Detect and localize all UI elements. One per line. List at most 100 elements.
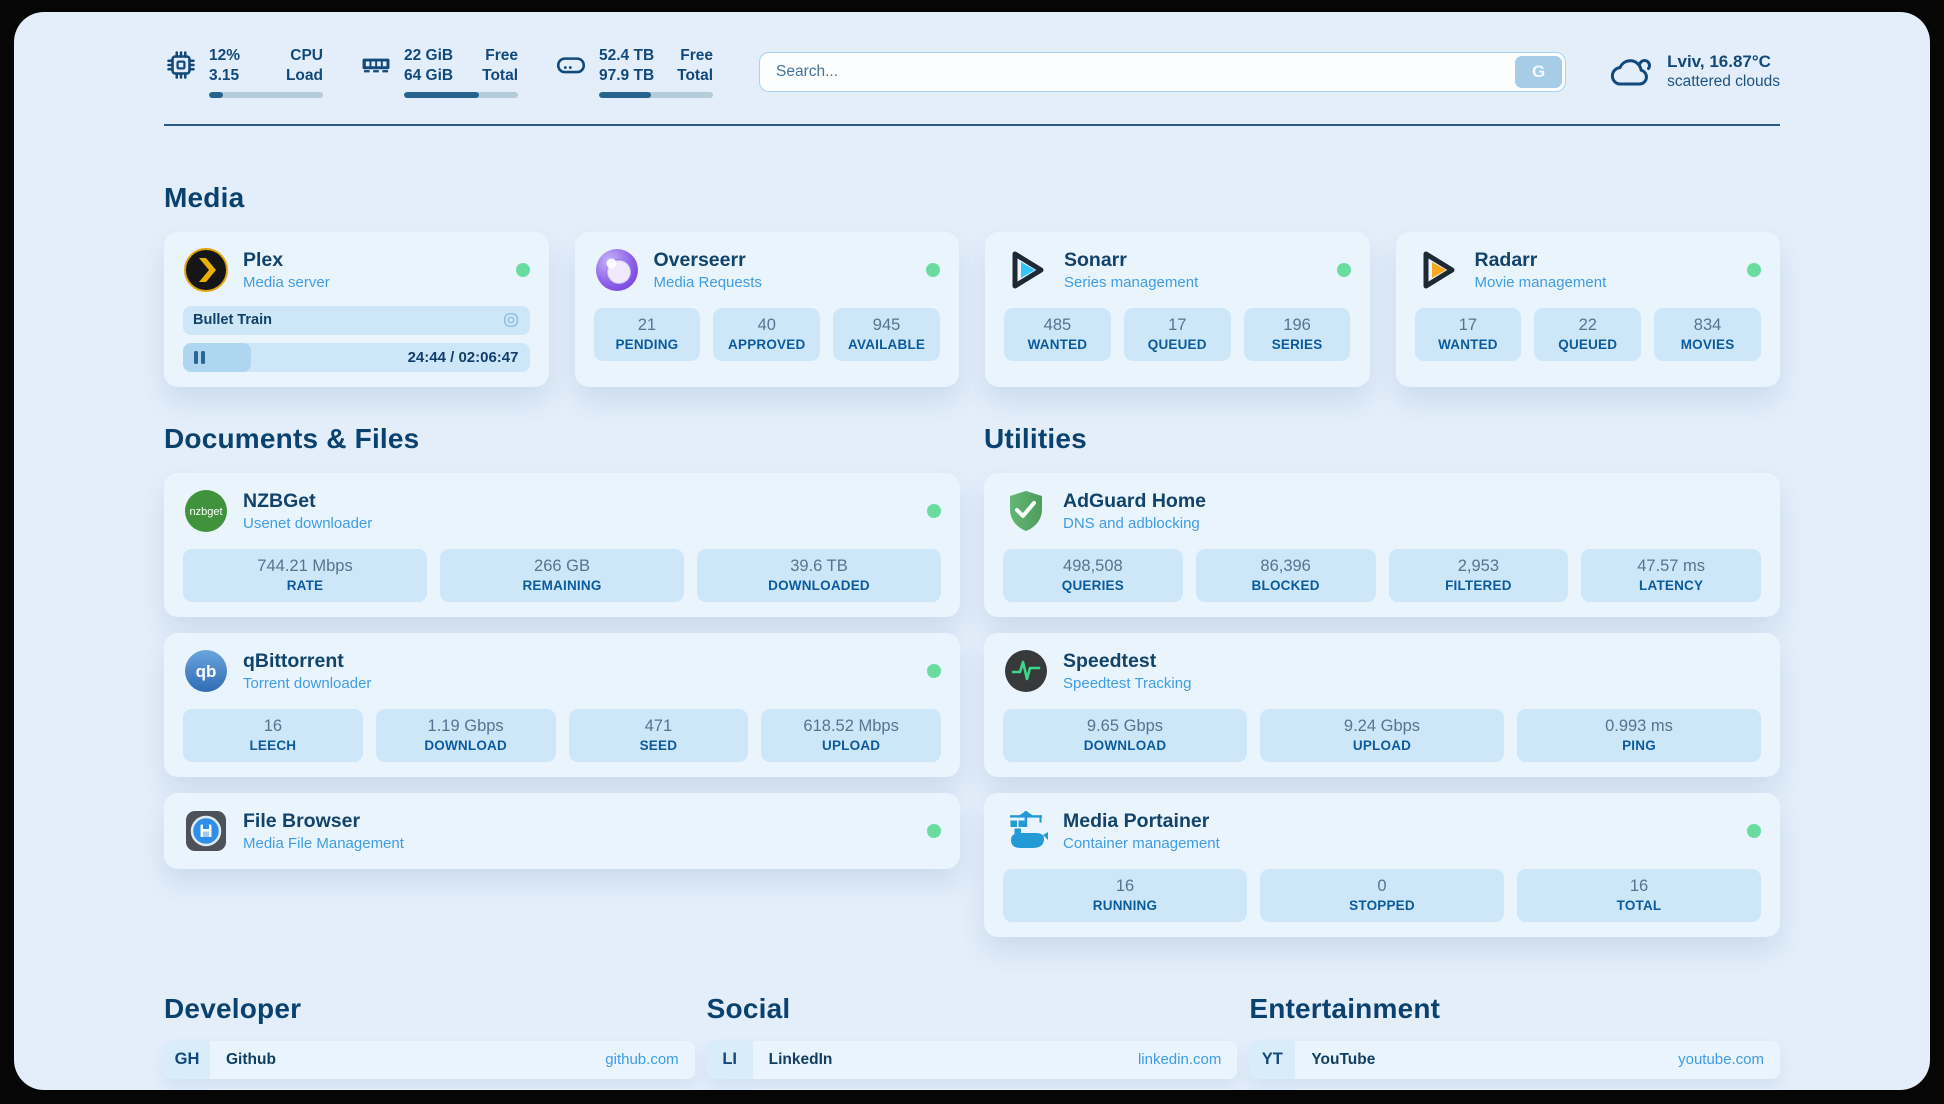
stat-filtered: 2,953 FILTERED <box>1388 548 1569 602</box>
bookmark-twitter[interactable]: TW Twitter twitter.com <box>706 1088 1238 1090</box>
filebrowser-icon <box>183 808 229 854</box>
app-card-qbittorrent[interactable]: qb qBittorrent Torrent downloader 16 LEEC… <box>164 632 960 777</box>
utilities-column: Utilities AdGuard Home DNS and adblockin… <box>984 387 1780 953</box>
app-subtitle: Movie management <box>1474 273 1607 291</box>
app-name: Media Portainer <box>1063 809 1210 832</box>
stat-label: BLOCKED <box>1251 577 1320 593</box>
stat-label: SEED <box>639 737 678 753</box>
app-name: NZBGet <box>243 489 316 512</box>
app-card-radarr[interactable]: Radarr Movie management 17 WANTED 22 QUEUE… <box>1395 231 1780 387</box>
app-card-sonarr[interactable]: Sonarr Series management 485 WANTED 17 QUE… <box>985 231 1370 387</box>
dashboard: 12% CPU 3.15 Load 22 GiB Free 64 GiB T <box>14 12 1930 1090</box>
status-dot <box>927 503 941 518</box>
sonarr-icon <box>1004 247 1050 293</box>
app-name: File Browser <box>243 809 361 832</box>
bookmark-name: LinkedIn <box>768 1050 833 1068</box>
stat-label: WANTED <box>1438 336 1498 352</box>
stat-value: 16 <box>263 716 283 735</box>
disk-free: 52.4 TB <box>599 47 655 64</box>
app-card-adguard[interactable]: AdGuard Home DNS and adblocking 498,508 Q… <box>984 472 1780 617</box>
app-subtitle: Media File Management <box>243 834 404 852</box>
app-card-overseerr[interactable]: Overseerr Media Requests 21 PENDING 40 APP… <box>574 231 959 387</box>
bookmark-abbr: TW <box>706 1088 753 1090</box>
disk-total: 97.9 TB <box>599 67 655 85</box>
disk-monitor: 52.4 TB Free 97.9 TB Total <box>554 46 713 98</box>
stat-label: LATENCY <box>1639 577 1704 593</box>
stat-value: 485 <box>1043 315 1072 334</box>
nzbget-icon: nzbget <box>183 488 229 534</box>
app-subtitle: Media server <box>243 273 330 291</box>
stat-label: FILTERED <box>1445 577 1512 593</box>
app-subtitle: Media Requests <box>653 273 762 291</box>
stat-running: 16 RUNNING <box>1003 868 1247 922</box>
top-bar: 12% CPU 3.15 Load 22 GiB Free 64 GiB T <box>164 12 1780 98</box>
bookmark-github[interactable]: GH Github github.com <box>164 1040 695 1079</box>
app-card-filebrowser[interactable]: File Browser Media File Management <box>164 792 960 869</box>
cpu-progress-fill <box>209 91 223 98</box>
stat-label: REMAINING <box>522 577 602 593</box>
stat-leech: 16 LEECH <box>183 708 363 762</box>
stat-label: PING <box>1622 737 1656 753</box>
app-card-portainer[interactable]: Media Portainer Container management 16 R… <box>984 792 1780 937</box>
stat-label: QUERIES <box>1061 577 1124 593</box>
search-input[interactable] <box>759 51 1567 92</box>
stat-label: RATE <box>286 577 324 593</box>
bookmark-linkedin[interactable]: LI LinkedIn linkedin.com <box>706 1040 1238 1079</box>
stat-value: 9.24 Gbps <box>1343 716 1421 735</box>
stat-pending: 21 PENDING <box>593 307 701 361</box>
bookmark-url: github.com <box>605 1051 679 1069</box>
view-media-icon[interactable] <box>502 311 520 329</box>
stat-value: 618.52 Mbps <box>803 716 899 735</box>
resource-monitors: 12% CPU 3.15 Load 22 GiB Free 64 GiB T <box>164 46 713 98</box>
stat-downloaded: 39.6 TB DOWNLOADED <box>697 548 941 602</box>
cpu-label: CPU <box>290 47 323 64</box>
stat-queued: 22 QUEUED <box>1534 307 1642 361</box>
bookmark-stackoverflow[interactable]: SO StackOverflow stackoverflow.com <box>164 1088 695 1090</box>
status-dot <box>926 262 940 277</box>
app-card-nzbget[interactable]: nzbget NZBGet Usenet downloader 744.21 M… <box>164 472 960 617</box>
stat-upload: 9.24 Gbps UPLOAD <box>1260 708 1504 762</box>
stat-label: QUEUED <box>1147 336 1207 352</box>
pause-icon <box>194 350 205 364</box>
cpu-progress-track <box>209 91 323 98</box>
weather-description: scattered clouds <box>1667 73 1780 91</box>
app-subtitle: DNS and adblocking <box>1063 514 1200 532</box>
bookmark-youtube[interactable]: YT YouTube youtube.com <box>1249 1040 1780 1079</box>
search-bar: G <box>759 51 1567 92</box>
status-dot <box>1747 823 1761 838</box>
stat-label: RUNNING <box>1092 897 1158 913</box>
documents-column: Documents & Files nzbget NZBGet Usenet d… <box>164 387 960 953</box>
stat-value: 86,396 <box>1260 556 1311 575</box>
stat-value: 945 <box>872 315 901 334</box>
stat-value: 21 <box>637 315 657 334</box>
stat-value: 1.19 Gbps <box>427 716 504 735</box>
stat-value: 744.21 Mbps <box>257 556 353 575</box>
bookmark-netflix[interactable]: NF Netflix netflix.com <box>1249 1088 1780 1090</box>
section-title-social: Social <box>706 992 791 1024</box>
app-name: Speedtest <box>1063 649 1157 672</box>
stat-rate: 744.21 Mbps RATE <box>183 548 427 602</box>
ram-progress-track <box>404 91 518 98</box>
stat-value: 16 <box>1629 876 1649 895</box>
stat-value: 196 <box>1283 315 1311 334</box>
stat-label: APPROVED <box>728 336 806 352</box>
app-card-plex[interactable]: Plex Media server Bullet Train 24:44 / 0… <box>164 231 549 387</box>
stat-wanted: 17 WANTED <box>1414 307 1522 361</box>
app-name: AdGuard Home <box>1063 489 1207 512</box>
stat-total: 16 TOTAL <box>1517 868 1761 922</box>
header-divider <box>164 123 1780 126</box>
disk-free-label: Free <box>680 47 713 64</box>
stat-value: 16 <box>1115 876 1135 895</box>
section-title-utilities: Utilities <box>984 422 1087 454</box>
stat-queued: 17 QUEUED <box>1123 307 1231 361</box>
playback-progress-bar: 24:44 / 02:06:47 <box>183 342 530 372</box>
app-card-speedtest[interactable]: Speedtest Speedtest Tracking 9.65 Gbps DO… <box>984 632 1780 777</box>
memory-monitor: 22 GiB Free 64 GiB Total <box>359 46 518 98</box>
adguard-icon <box>1003 488 1049 534</box>
stat-label: UPLOAD <box>1352 737 1412 753</box>
bookmarks-social: Social LI LinkedIn linkedin.com TW Twitt… <box>706 953 1238 1090</box>
app-subtitle: Series management <box>1064 273 1199 291</box>
stat-value: 17 <box>1168 315 1187 334</box>
search-engine-button[interactable]: G <box>1515 55 1563 88</box>
stat-value: 47.57 ms <box>1637 556 1706 575</box>
